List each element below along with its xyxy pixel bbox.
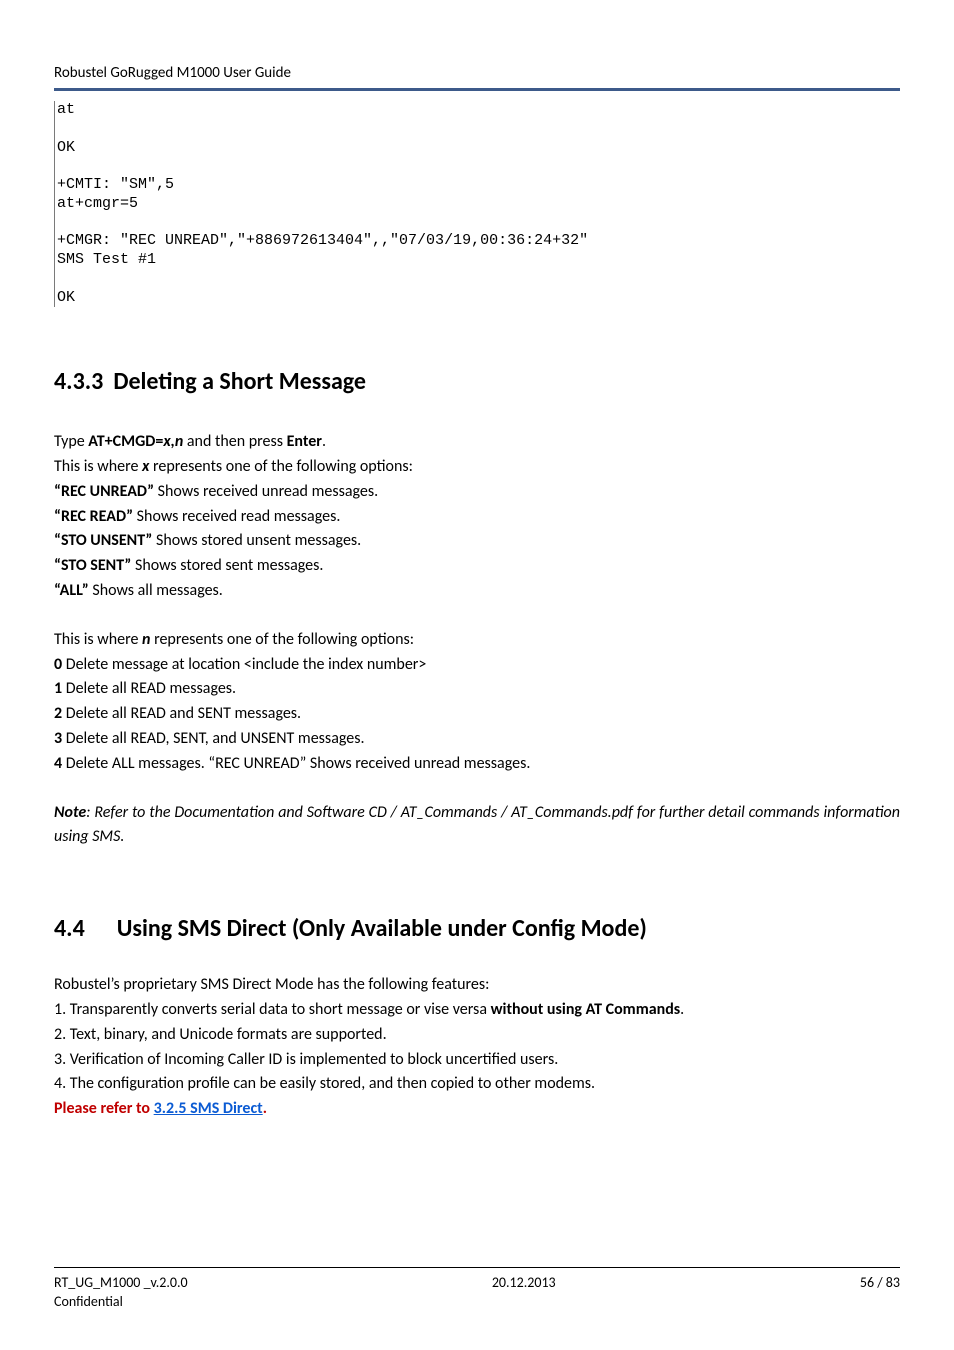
cmd-arg: x,n <box>163 432 183 451</box>
section-title: Deleting a Short Message <box>113 367 366 396</box>
reference-line: Please refer to 3.2.5 SMS Direct. <box>54 1097 900 1122</box>
opt-desc: Shows received read messages. <box>133 507 340 526</box>
x-option: “REC READ” Shows received read messages. <box>54 505 900 530</box>
terminal-line: +CMTI: "SM",5 <box>57 176 174 193</box>
note-paragraph: Note: Refer to the Documentation and Sof… <box>54 801 900 851</box>
section-number: 4.3.3 <box>54 367 103 396</box>
opt-label: “REC READ” <box>54 507 133 526</box>
terminal-line: at <box>57 101 75 118</box>
text: . <box>322 432 326 451</box>
text: Type <box>54 432 88 451</box>
footer-confidential: Confidential <box>54 1293 900 1310</box>
terminal-line: OK <box>57 139 75 156</box>
opt-desc: Delete all READ and SENT messages. <box>62 704 301 723</box>
text: represents one of the following options: <box>150 630 414 649</box>
terminal-output: at OK +CMTI: "SM",5 at+cmgr=5 +CMGR: "RE… <box>54 101 900 307</box>
section-body-44: Robustel’s proprietary SMS Direct Mode h… <box>54 973 900 1122</box>
cmd: AT+CMGD= <box>88 432 163 451</box>
footer-row: RT_UG_M1000 _v.2.0.0 20.12.2013 56 / 83 <box>54 1274 900 1291</box>
opt-label: 2 <box>54 704 62 723</box>
note-body: : Refer to the Documentation and Softwar… <box>54 803 900 847</box>
opt-label: “STO SENT” <box>54 556 131 575</box>
section-title: Using SMS Direct (Only Available under C… <box>117 914 647 943</box>
x-option: “STO UNSENT” Shows stored unsent message… <box>54 529 900 554</box>
opt-label: “STO UNSENT” <box>54 531 152 550</box>
feature-3: 3. Verification of Incoming Caller ID is… <box>54 1048 900 1073</box>
x-option: “STO SENT” Shows stored sent messages. <box>54 554 900 579</box>
spacer <box>54 604 900 628</box>
opt-label: 4 <box>54 754 62 773</box>
ref-post: . <box>263 1099 267 1118</box>
page: Robustel GoRugged M1000 User Guide at OK… <box>0 0 954 1350</box>
intro-line: Robustel’s proprietary SMS Direct Mode h… <box>54 973 900 998</box>
terminal-line: OK <box>57 289 75 306</box>
feature-2: 2. Text, binary, and Unicode formats are… <box>54 1023 900 1048</box>
footer-rule <box>54 1267 900 1268</box>
footer-right: 56 / 83 <box>860 1274 900 1291</box>
header-rule <box>54 88 900 91</box>
doc-header-title: Robustel GoRugged M1000 User Guide <box>54 64 900 82</box>
x-option: “REC UNREAD” Shows received unread messa… <box>54 480 900 505</box>
section-heading-433: 4.3.3 Deleting a Short Message <box>54 367 900 396</box>
opt-label: 3 <box>54 729 62 748</box>
n-option: 4 Delete ALL messages. “REC UNREAD” Show… <box>54 752 900 777</box>
n-option: 3 Delete all READ, SENT, and UNSENT mess… <box>54 727 900 752</box>
n-option: 1 Delete all READ messages. <box>54 677 900 702</box>
section-body-433: Type AT+CMGD=x,n and then press Enter. T… <box>54 430 900 896</box>
feature-4: 4. The configuration profile can be easi… <box>54 1072 900 1097</box>
enter-key: Enter <box>287 432 322 451</box>
ref-pre: Please refer to <box>54 1099 154 1118</box>
opt-label: 1 <box>54 679 62 698</box>
text: . <box>680 1000 684 1019</box>
note-label: Note <box>54 803 86 822</box>
opt-desc: Shows stored sent messages. <box>131 556 323 575</box>
x-intro: This is where x represents one of the fo… <box>54 455 900 480</box>
opt-desc: Delete message at location <include the … <box>62 655 426 674</box>
footer-center: 20.12.2013 <box>492 1274 556 1291</box>
n-option: 0 Delete message at location <include th… <box>54 653 900 678</box>
x-option: “ALL” Shows all messages. <box>54 579 900 604</box>
terminal-line: SMS Test #1 <box>57 251 156 268</box>
section-heading-44: 4.4 Using SMS Direct (Only Available unde… <box>54 914 900 943</box>
footer-left: RT_UG_M1000 _v.2.0.0 <box>54 1274 188 1291</box>
opt-label: 0 <box>54 655 62 674</box>
n-intro: This is where n represents one of the fo… <box>54 628 900 653</box>
spacer <box>54 777 900 801</box>
page-footer: RT_UG_M1000 _v.2.0.0 20.12.2013 56 / 83 … <box>54 1237 900 1310</box>
spacer <box>54 850 900 896</box>
opt-desc: Shows stored unsent messages. <box>152 531 361 550</box>
terminal-line: at+cmgr=5 <box>57 195 138 212</box>
text: represents one of the following options: <box>149 457 413 476</box>
type-line: Type AT+CMGD=x,n and then press Enter. <box>54 430 900 455</box>
opt-label: “REC UNREAD” <box>54 482 154 501</box>
text: This is where <box>54 457 142 476</box>
opt-desc: Delete all READ, SENT, and UNSENT messag… <box>62 729 364 748</box>
opt-desc: Delete ALL messages. “REC UNREAD” Shows … <box>62 754 530 773</box>
sms-direct-link[interactable]: 3.2.5 SMS Direct <box>154 1099 263 1118</box>
text: and then press <box>183 432 286 451</box>
section-number: 4.4 <box>54 914 85 943</box>
terminal-line: +CMGR: "REC UNREAD","+886972613404",,"07… <box>57 232 588 249</box>
feature-1: 1. Transparently converts serial data to… <box>54 998 900 1023</box>
n-option: 2 Delete all READ and SENT messages. <box>54 702 900 727</box>
opt-desc: Shows received unread messages. <box>154 482 378 501</box>
opt-label: “ALL” <box>54 581 89 600</box>
text: 1. Transparently converts serial data to… <box>54 1000 491 1019</box>
opt-desc: Shows all messages. <box>89 581 223 600</box>
text: This is where <box>54 630 142 649</box>
bold-text: without using AT Commands <box>491 1000 681 1019</box>
opt-desc: Delete all READ messages. <box>62 679 236 698</box>
